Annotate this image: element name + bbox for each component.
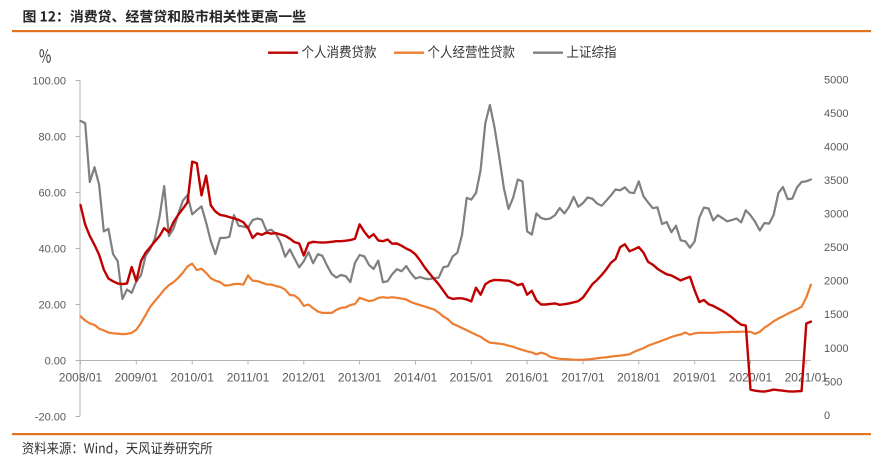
svg-text:2019/01: 2019/01 (673, 370, 717, 384)
svg-text:5000: 5000 (824, 74, 848, 86)
svg-text:20.00: 20.00 (38, 299, 66, 311)
svg-text:500: 500 (824, 376, 842, 388)
svg-text:2018/01: 2018/01 (617, 370, 661, 384)
svg-text:0: 0 (824, 410, 830, 422)
svg-text:2009/01: 2009/01 (115, 370, 159, 384)
svg-text:80.00: 80.00 (38, 131, 66, 143)
svg-text:2010/01: 2010/01 (171, 370, 215, 384)
svg-text:60.00: 60.00 (38, 187, 66, 199)
svg-text:4000: 4000 (824, 142, 848, 154)
svg-text:2008/01: 2008/01 (59, 370, 103, 384)
svg-text:2021/01: 2021/01 (785, 370, 829, 384)
svg-text:2013/01: 2013/01 (338, 370, 382, 384)
svg-text:0.00: 0.00 (45, 355, 66, 367)
svg-text:2015/01: 2015/01 (450, 370, 494, 384)
svg-text:1500: 1500 (824, 309, 848, 321)
svg-text:2500: 2500 (824, 242, 848, 254)
svg-text:3500: 3500 (824, 175, 848, 187)
svg-text:2014/01: 2014/01 (394, 370, 438, 384)
svg-text:2011/01: 2011/01 (227, 370, 270, 384)
svg-text:2000: 2000 (824, 276, 848, 288)
svg-text:4500: 4500 (824, 108, 848, 120)
svg-text:3000: 3000 (824, 209, 848, 221)
svg-text:100.00: 100.00 (32, 75, 66, 87)
svg-text:2012/01: 2012/01 (282, 370, 326, 384)
svg-text:40.00: 40.00 (38, 243, 66, 255)
svg-text:2016/01: 2016/01 (505, 370, 549, 384)
svg-text:2017/01: 2017/01 (561, 370, 605, 384)
svg-text:1000: 1000 (824, 343, 848, 355)
svg-text:-20.00: -20.00 (35, 411, 66, 423)
